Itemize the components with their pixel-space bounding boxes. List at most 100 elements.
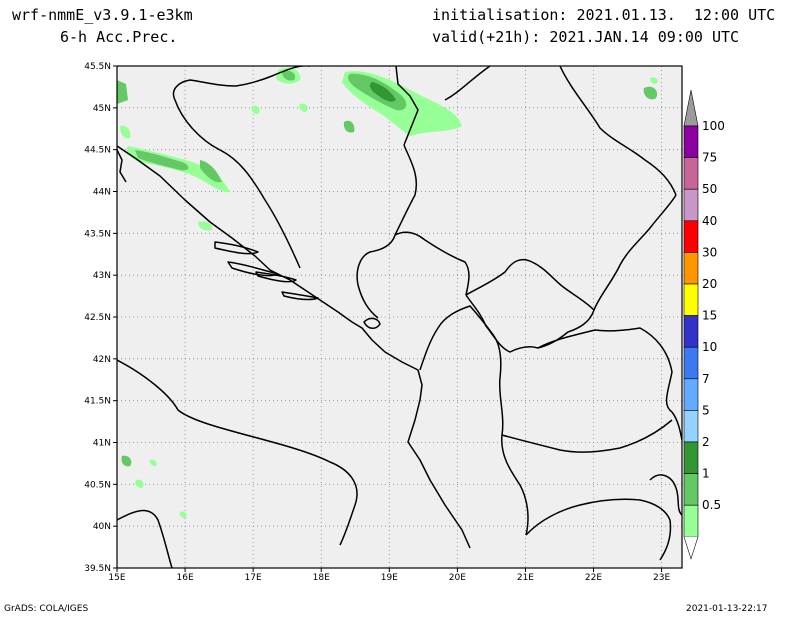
bosnia-serbia-border: [356, 144, 417, 319]
colorbar-segment: [683, 346, 699, 380]
precip-area-coast-2: [200, 160, 222, 183]
colorbar-label: 7: [702, 372, 710, 386]
precip-area-south-1: [121, 455, 132, 467]
lon-tick-label: 21E: [517, 573, 534, 583]
precip-area-nw: [117, 80, 128, 104]
croatia-bosnia-border: [172, 66, 310, 101]
colorbar-segment: [683, 378, 699, 411]
colorbar-segment: [683, 410, 699, 443]
colorbar-label: 2: [702, 435, 710, 449]
bosnia-border-north: [395, 66, 419, 146]
precip-area-coast-core: [135, 150, 189, 171]
colorbar-label: 50: [702, 182, 717, 196]
model-name-label: wrf-nmmE_v3.9.1-e3km: [12, 6, 193, 24]
colorbar-label: 10: [702, 340, 717, 354]
mljet-island: [281, 291, 319, 301]
lon-tick-label: 19E: [381, 573, 398, 583]
colorbar-label: 20: [702, 277, 717, 291]
precip-area-south-2: [135, 479, 144, 488]
precip-area-south-4: [179, 511, 187, 518]
adriatic-east-coast: [117, 145, 471, 549]
greece-coast: [525, 498, 672, 561]
timestamp-label: 2021-01-13-22:17: [686, 604, 768, 614]
serbia-romania: [559, 66, 677, 196]
lat-tick-label: 40.5N: [84, 480, 111, 490]
precip-area-south-3: [149, 459, 157, 466]
lat-tick-label: 42N: [93, 355, 111, 365]
kotor-bay: [363, 317, 381, 329]
lat-tick-label: 41.5N: [84, 397, 111, 407]
lat-tick-label: 42.5N: [84, 313, 111, 323]
precip-area-ne-2: [650, 77, 658, 84]
lon-tick-label: 23E: [653, 573, 670, 583]
colorbar-segment: [683, 283, 699, 316]
colorbar-segment: [683, 188, 699, 222]
init-time-label: initialisation: 2021.01.13. 12:00 UTC: [432, 6, 776, 24]
colorbar-segment: [683, 504, 699, 538]
lat-tick-label: 40N: [93, 522, 111, 532]
lon-tick-label: 20E: [449, 573, 466, 583]
lat-tick-label: 44.5N: [84, 146, 111, 156]
credit-label: GrADS: COLA/IGES: [4, 604, 89, 614]
colorbar-segment: [683, 315, 699, 348]
colorbar-label: 75: [702, 151, 717, 165]
precip-area-small-1: [251, 105, 260, 114]
italy-coast: [117, 359, 358, 546]
map-frame: [116, 65, 683, 569]
coastlines-borders: [117, 66, 682, 568]
colorbar-segment: [683, 473, 699, 506]
greece-border: [501, 419, 673, 453]
hvar-island: [214, 241, 259, 255]
precipitation-field: [117, 67, 658, 518]
lat-tick-label: 43N: [93, 271, 111, 281]
lon-tick-label: 18E: [313, 573, 330, 583]
colorbar-label: 15: [702, 309, 717, 323]
colorbar-bottom-arrow: [683, 536, 699, 560]
kosovo-border: [465, 258, 595, 349]
croatia-inner-border: [174, 99, 301, 269]
lat-tick-label: 45N: [93, 104, 111, 114]
valid-time-label: valid(+21h): 2021.JAN.14 09:00 UTC: [432, 28, 740, 46]
korcula-island: [255, 271, 297, 283]
colorbar-label: 40: [702, 214, 717, 228]
albania-border: [419, 305, 495, 371]
colorbar-label: 1: [702, 467, 710, 481]
hungary-border: [444, 66, 491, 101]
precip-area-north-peak: [369, 82, 396, 102]
greece-coast-east: [649, 474, 682, 516]
map-axes: 15E 16E 17E 18E 19E 20E 21E 22E 23E 39.5N 40N 40.5N…: [84, 62, 670, 583]
colorbar-label: 30: [702, 245, 717, 259]
serbia-bulgaria: [593, 194, 677, 311]
precip-area-dalmatia: [198, 221, 213, 231]
map-background: [117, 66, 682, 568]
field-name-label: 6-h Acc.Prec.: [60, 28, 178, 46]
colorbar-segment: [683, 157, 699, 190]
precip-area-small-2: [299, 103, 308, 112]
lat-tick-label: 44N: [93, 188, 111, 198]
lat-tick-label: 43.5N: [84, 229, 111, 239]
colorbar-label: 5: [702, 403, 710, 417]
macedonia-border: [537, 327, 673, 413]
lon-tick-label: 22E: [585, 573, 602, 583]
lon-tick-label: 15E: [108, 573, 125, 583]
lon-tick-label: 16E: [177, 573, 194, 583]
colorbar-segment: [683, 252, 699, 285]
montenegro-serbia-border: [394, 231, 470, 296]
precip-area-bosnia-core: [282, 70, 296, 81]
italy-coast-south: [117, 509, 173, 568]
lat-tick-label: 45.5N: [84, 62, 111, 72]
colorbar-segment: [683, 125, 699, 158]
lat-tick-label: 39.5N: [84, 564, 111, 574]
lat-tick-label: 41N: [93, 439, 111, 449]
colorbar-label: 100: [702, 119, 725, 133]
colorbar-label: 0.5: [702, 498, 721, 512]
lon-tick-label: 17E: [245, 573, 262, 583]
colorbar-segment: [683, 220, 699, 253]
brac-island: [227, 261, 279, 277]
istria-coast: [117, 149, 127, 183]
colorbar-segment: [683, 441, 699, 474]
precip-area-center: [343, 120, 355, 133]
